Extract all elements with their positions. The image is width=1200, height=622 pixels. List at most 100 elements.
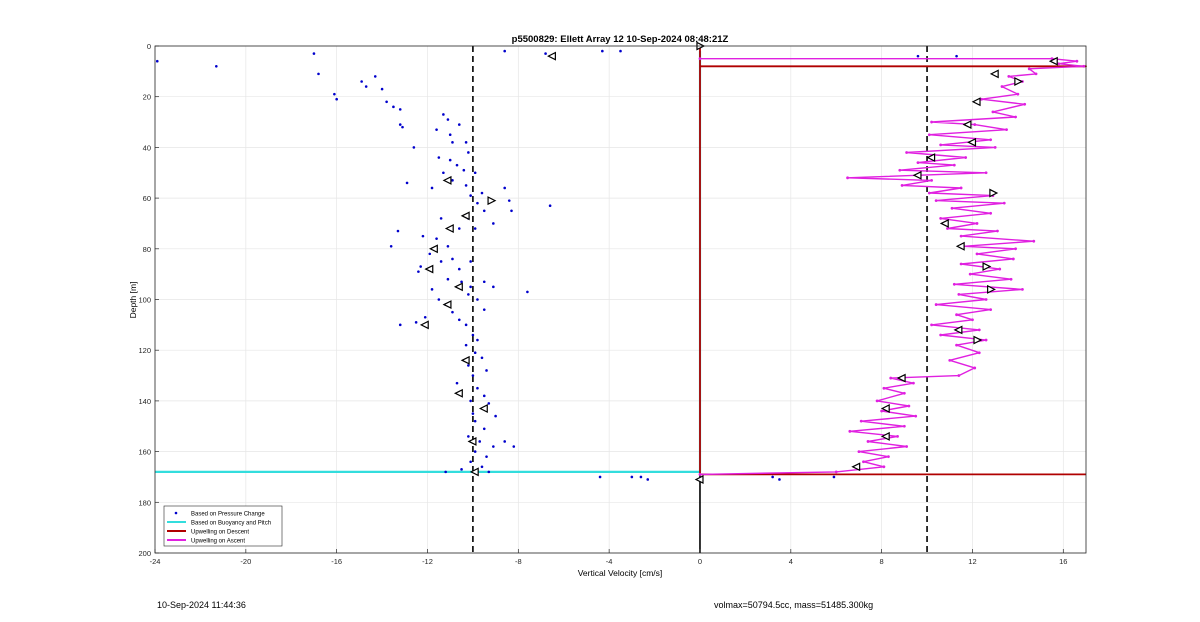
pressure-point	[503, 440, 506, 443]
y-tick-label: 60	[143, 194, 151, 203]
pressure-point	[451, 179, 454, 182]
ascent-point	[907, 404, 911, 408]
ascent-point	[984, 171, 988, 175]
pressure-point	[771, 475, 774, 479]
right-triangle-marker	[989, 188, 999, 198]
ascent-point	[977, 351, 981, 355]
y-tick-label: 20	[143, 93, 151, 102]
ascent-point	[959, 186, 963, 190]
ascent-point	[998, 267, 1002, 271]
pressure-point	[455, 163, 459, 167]
left-triangle-marker	[989, 69, 999, 79]
pressure-point	[155, 59, 159, 63]
y-tick-label: 0	[147, 42, 151, 51]
ascent-point	[948, 358, 952, 362]
pressure-point	[480, 191, 484, 195]
y-tick-label: 160	[138, 448, 151, 457]
pressure-point	[435, 128, 438, 131]
pressure-point	[451, 257, 454, 261]
ascent-point	[1021, 287, 1024, 291]
pressure-point	[385, 100, 388, 104]
pressure-point	[473, 171, 477, 175]
pressure-point	[414, 321, 418, 324]
pressure-point	[398, 108, 402, 111]
y-tick-label: 80	[143, 245, 151, 254]
pressure-point	[442, 171, 445, 175]
reference-lines	[472, 46, 928, 553]
pressure-point	[473, 227, 477, 230]
left-triangle-marker	[442, 175, 452, 185]
pressure-point	[480, 356, 484, 360]
ascent-point	[973, 366, 977, 370]
ascent-point	[1005, 128, 1008, 132]
pressure-point	[471, 374, 475, 377]
pressure-point	[392, 105, 395, 109]
pressure-point	[487, 402, 491, 405]
ascent-point	[989, 138, 993, 142]
x-tick-label: -12	[422, 557, 433, 566]
footer-timestamp: 10-Sep-2024 11:44:36	[157, 600, 246, 610]
pressure-point	[412, 146, 416, 149]
pressure-point	[419, 265, 422, 268]
ascent-point	[916, 161, 920, 165]
left-triangle-marker	[419, 320, 429, 330]
ascent-point	[991, 110, 995, 114]
left-triangle-marker	[442, 300, 452, 310]
pressure-point	[503, 186, 506, 190]
pressure-point	[512, 445, 516, 448]
ascent-point	[955, 343, 958, 347]
pressure-point	[473, 450, 477, 453]
ascent-point	[977, 328, 981, 332]
left-triangle-marker	[1048, 56, 1058, 66]
pressure-point	[476, 386, 479, 390]
y-tick-label: 100	[138, 296, 151, 305]
pressure-point	[510, 209, 513, 213]
pressure-point	[446, 244, 450, 248]
ascent-point	[1014, 115, 1018, 119]
chart-title: p5500829: Ellett Array 12 10-Sep-2024 08…	[512, 34, 729, 45]
pressure-point	[955, 54, 958, 58]
pressure-point	[467, 293, 470, 296]
ascent-point	[875, 399, 879, 403]
y-tick-label: 140	[138, 397, 151, 406]
ascent-point	[905, 445, 909, 448]
right-triangle-marker	[987, 284, 996, 294]
ascent-point	[1016, 92, 1020, 96]
pressure-point	[457, 267, 461, 271]
pressure-point	[469, 285, 472, 289]
ascent-point	[859, 419, 863, 423]
x-axis-label: Vertical Velocity [cm/s]	[578, 568, 663, 578]
y-tick-label: 120	[138, 346, 151, 355]
ascent-point	[930, 323, 933, 327]
ascent-point	[968, 272, 972, 276]
pressure-point	[430, 288, 434, 291]
left-triangle-marker	[912, 170, 922, 180]
left-triangle-marker	[478, 404, 488, 413]
pressure-point	[335, 97, 338, 101]
ascent-point	[1082, 64, 1086, 68]
pressure-point	[503, 49, 506, 53]
pressure-point	[492, 285, 495, 289]
pressure-point	[423, 315, 427, 319]
legend-label: Upwelling on Ascent	[191, 539, 245, 545]
ascent-point	[934, 303, 938, 306]
pressure-point	[446, 277, 450, 281]
ascent-point	[959, 262, 963, 266]
left-triangle-marker	[453, 282, 463, 292]
left-triangle-marker	[467, 436, 477, 446]
pressure-point	[471, 412, 475, 415]
left-triangle-marker	[939, 218, 949, 228]
y-tick-label: 180	[138, 498, 151, 507]
pressure-point	[430, 186, 434, 190]
pressure-point	[437, 156, 441, 159]
pressure-point	[507, 199, 511, 202]
pressure-point	[639, 475, 643, 479]
pressure-point	[778, 478, 781, 481]
pressure-point	[630, 475, 634, 479]
ascent-point	[898, 168, 902, 172]
left-triangle-marker	[469, 467, 479, 477]
ascent-point	[975, 222, 979, 225]
pressure-point	[469, 460, 472, 464]
left-triangle-marker	[962, 120, 972, 130]
